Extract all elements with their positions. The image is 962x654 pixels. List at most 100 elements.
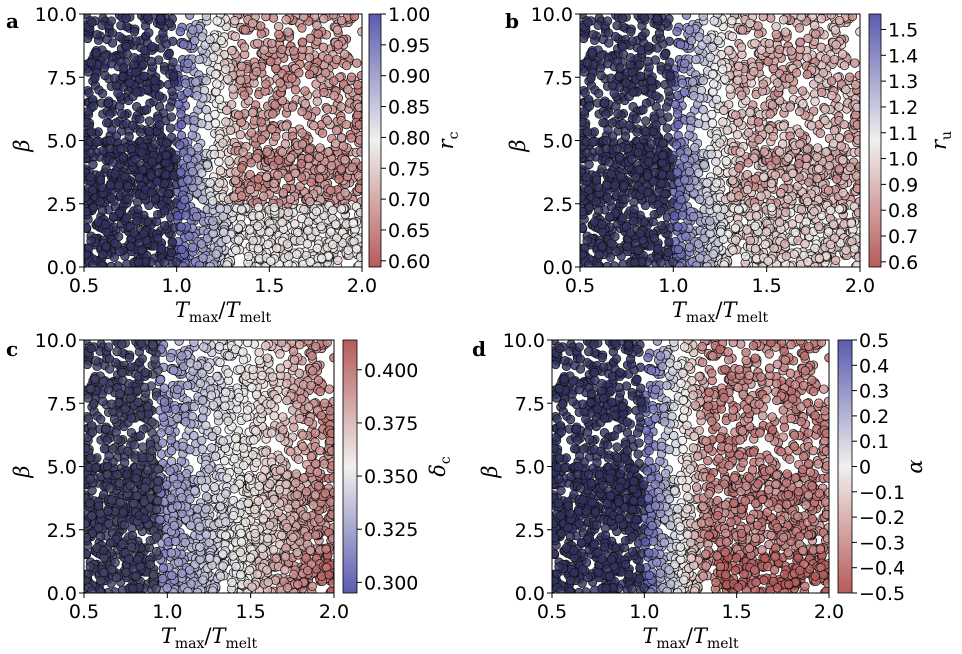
scatter-point <box>137 245 147 255</box>
scatter-point <box>251 67 262 77</box>
scatter-point <box>248 235 258 246</box>
scatter-point <box>126 241 136 251</box>
scatter-point <box>160 221 170 231</box>
scatter-point <box>196 239 207 249</box>
scatter-point <box>121 14 131 23</box>
scatter-point <box>320 68 331 78</box>
scatter-point <box>221 117 231 127</box>
colorbar-tick-label: 0.65 <box>388 220 430 242</box>
scatter-point <box>814 253 825 263</box>
scatter-point <box>689 91 699 101</box>
scatter-point <box>97 260 107 267</box>
scatter-point <box>129 27 140 37</box>
scatter-point <box>168 57 178 67</box>
scatter-point <box>191 77 201 87</box>
scatter-point <box>649 233 660 244</box>
scatter-point <box>620 131 631 142</box>
scatter-point <box>640 28 650 38</box>
scatter-point <box>287 102 298 112</box>
scatter-point <box>656 178 666 189</box>
scatter-point <box>353 110 362 120</box>
scatter-point <box>305 196 315 207</box>
scatter-point <box>261 172 272 182</box>
scatter-point <box>727 31 738 42</box>
scatter-point <box>313 29 323 39</box>
scatter-point <box>329 76 339 86</box>
scatter-point <box>771 21 781 32</box>
scatter-point <box>707 42 717 52</box>
scatter-point <box>750 38 760 48</box>
scatter-point <box>161 170 171 180</box>
scatter-point <box>155 14 166 24</box>
scatter-point <box>323 54 333 64</box>
scatter-point <box>125 78 135 88</box>
scatter-point <box>306 177 316 187</box>
scatter-point <box>581 172 592 182</box>
scatter-point <box>87 17 97 28</box>
scatter-point <box>84 117 91 128</box>
scatter-point <box>849 244 860 254</box>
scatter-point <box>838 155 848 165</box>
scatter-point <box>84 33 93 44</box>
colorbar-tick-label: 0.75 <box>388 158 430 180</box>
scatter-point <box>212 16 222 26</box>
colorbar-tick-label: 0.80 <box>388 127 430 149</box>
scatter-point <box>679 153 690 163</box>
scatter-point <box>832 174 842 184</box>
panel-c: 0.5 1.0 1.5 2.00.02.55.07.510.0Tmax/Tmeltβc… <box>6 330 454 652</box>
scatter-point <box>643 56 653 67</box>
scatter-point <box>214 157 224 167</box>
x-axis-label: Tmax/Tmelt <box>672 298 769 326</box>
scatter-point <box>275 78 285 88</box>
scatter-point <box>698 75 708 86</box>
scatter-point <box>789 249 799 259</box>
scatter-point <box>853 135 860 145</box>
scatter-point <box>353 80 362 90</box>
scatter-point <box>103 98 114 108</box>
scatter-point <box>252 38 263 48</box>
scatter-point <box>274 155 284 165</box>
scatter-point <box>756 45 767 55</box>
scatter-point <box>237 61 247 71</box>
scatter-point <box>580 117 587 128</box>
scatter-point <box>745 107 755 118</box>
scatter-point <box>641 126 651 137</box>
scatter-point <box>599 98 610 108</box>
scatter-point <box>315 143 325 153</box>
scatter-point <box>698 14 708 21</box>
scatter-point <box>656 221 666 231</box>
scatter-point <box>664 237 674 247</box>
x-tick-label: 1.0 <box>658 275 688 297</box>
scatter-point <box>781 172 791 183</box>
scatter-point <box>270 100 280 110</box>
scatter-point <box>141 105 152 115</box>
scatter-point <box>827 90 837 101</box>
scatter-point <box>758 79 768 89</box>
scatter-point <box>183 87 193 97</box>
scatter-point <box>224 156 234 166</box>
scatter-point <box>287 73 297 83</box>
scatter-point <box>110 73 120 83</box>
scatter-point <box>155 120 165 130</box>
scatter-point <box>704 196 715 206</box>
scatter-point <box>202 160 212 170</box>
colorbar-tick-label: 1.00 <box>388 4 430 26</box>
scatter-point <box>101 241 111 252</box>
scatter-point <box>786 46 796 56</box>
scatter-point <box>727 16 737 26</box>
scatter-point <box>594 88 604 99</box>
scatter-point <box>106 261 116 267</box>
y-tick-label: 5.0 <box>47 131 77 153</box>
scatter-point <box>86 58 97 68</box>
scatter-point <box>603 125 613 135</box>
scatter-point <box>735 147 745 157</box>
scatter-point <box>712 166 723 176</box>
scatter-point <box>673 120 683 130</box>
scatter-point <box>108 157 118 167</box>
scatter-point <box>235 130 245 140</box>
scatter-point <box>853 207 860 218</box>
scatter-point <box>825 239 836 250</box>
scatter-point <box>246 158 256 168</box>
scatter-point <box>672 26 682 37</box>
y-tick-label: 5.0 <box>543 131 573 153</box>
